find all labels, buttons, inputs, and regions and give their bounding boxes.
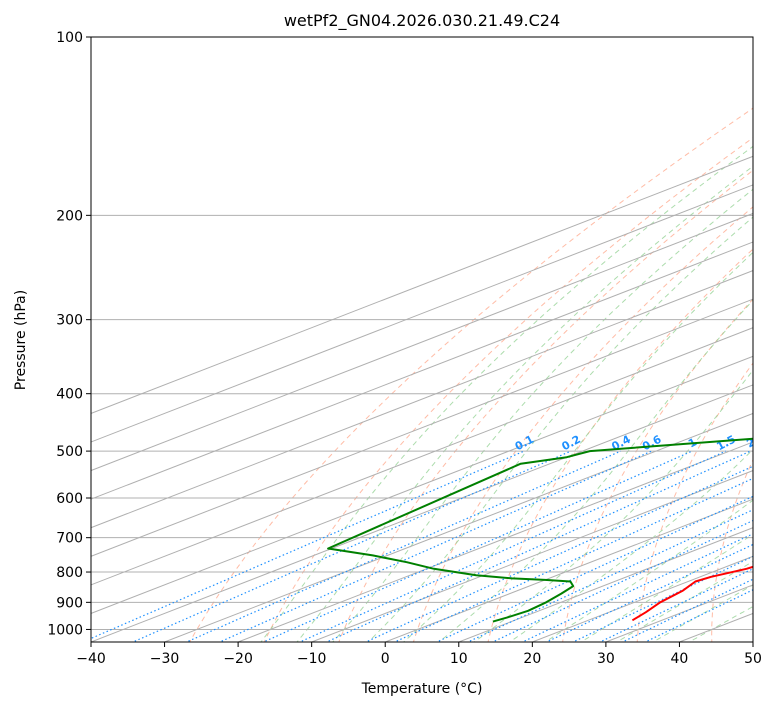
mixing-ratio-label: 0.2 — [560, 433, 583, 454]
y-tick-label: 800 — [56, 565, 83, 581]
x-tick-label: −40 — [76, 651, 106, 667]
y-axis-label: Pressure (hPa) — [13, 290, 29, 390]
mixing-ratio-line — [325, 450, 751, 642]
mixing-ratio-line — [435, 495, 753, 642]
isotherm-line — [91, 212, 753, 472]
y-tick-label: 500 — [56, 444, 83, 460]
isotherm-line — [752, 641, 753, 642]
x-tick-label: 10 — [450, 651, 468, 667]
isotherm-line — [91, 184, 753, 443]
isotherm-line — [91, 155, 753, 414]
x-tick-label: 20 — [523, 651, 541, 667]
isotherm-line — [91, 327, 753, 586]
dry-adiabat-line — [711, 458, 753, 642]
isotherm-line — [91, 241, 753, 500]
mixing-ratio-line — [545, 543, 753, 642]
mixing-ratio-line — [262, 450, 693, 642]
mixing-ratio-line — [393, 477, 753, 642]
y-tick-label: 1000 — [47, 622, 83, 638]
mixing-ratio-label: 2 — [744, 435, 757, 450]
dry-adiabat-line — [263, 137, 753, 642]
isotherm-line — [311, 470, 753, 642]
y-tick-label: 100 — [56, 30, 83, 46]
plot-frame — [90, 36, 754, 643]
x-tick-label: −20 — [223, 651, 253, 667]
mixing-ratio-line — [521, 533, 753, 642]
dry-adiabat-line — [338, 169, 753, 642]
mixing-ratio-label: 1.5 — [714, 433, 737, 454]
y-tick-label: 600 — [56, 491, 83, 507]
isotherm-line — [91, 384, 753, 642]
moist-adiabat-line — [332, 188, 753, 642]
dewpoint-profile-line — [327, 437, 753, 623]
moist-adiabat-line — [580, 533, 753, 642]
isotherm-line — [237, 441, 753, 642]
moist-adiabat-line — [296, 165, 753, 642]
mixing-ratio-line — [298, 450, 727, 642]
mixing-ratio-line — [466, 509, 753, 642]
x-tick-label: −30 — [150, 651, 180, 667]
isotherm-line — [91, 355, 753, 614]
plot-area: 0.10.20.40.611.52346810131620253036-100-… — [91, 37, 757, 642]
moist-adiabat-line — [508, 448, 753, 642]
mixing-ratio-line — [364, 465, 753, 642]
dry-adiabat-line — [487, 248, 753, 642]
y-tick-label: 400 — [56, 387, 83, 403]
dry-adiabat-line — [412, 206, 753, 642]
moist-adiabat-line — [651, 584, 753, 642]
mixing-ratio-line — [218, 450, 652, 642]
isotherm-line — [91, 298, 753, 557]
axis-ticks: −40 −30 −20 −10 0 10 20 30 40 50 100 200 300 400 500 60… — [47, 30, 762, 667]
x-tick-label: 40 — [671, 651, 689, 667]
y-tick-label: 900 — [56, 595, 83, 611]
mixing-ratio-label: 0.6 — [640, 433, 664, 454]
x-tick-label: 0 — [381, 651, 390, 667]
mixing-ratio-label: 0.1 — [513, 433, 536, 454]
isotherm-line — [458, 527, 753, 642]
moist-adiabat-line — [544, 499, 753, 642]
x-tick-label: 50 — [744, 651, 762, 667]
moist-adiabat-line — [615, 560, 753, 642]
isotherm-line — [164, 412, 753, 642]
moist-adiabat-line — [688, 605, 753, 642]
mixing-ratio-line — [131, 450, 572, 642]
mixing-ratio-line — [571, 555, 753, 642]
y-tick-label: 300 — [56, 313, 83, 329]
y-tick-label: 700 — [56, 531, 83, 547]
moist-adiabat-line — [367, 216, 753, 642]
isotherm-line — [605, 584, 753, 642]
y-tick-label: 200 — [56, 208, 83, 224]
x-tick-label: −10 — [297, 651, 327, 667]
x-axis-label: Temperature (°C) — [361, 681, 483, 697]
mixing-ratio-line — [91, 450, 525, 640]
moist-adiabat-line — [473, 369, 753, 642]
x-tick-label: 30 — [597, 651, 615, 667]
isotherm-line — [91, 270, 753, 529]
dry-adiabat-line — [636, 362, 753, 642]
temperature-profile-line — [631, 565, 753, 622]
chart-title: wetPf2_GN04.2026.030.21.49.C24 — [284, 11, 560, 31]
dry-adiabat-line — [562, 298, 753, 642]
isotherm-line — [385, 498, 753, 642]
